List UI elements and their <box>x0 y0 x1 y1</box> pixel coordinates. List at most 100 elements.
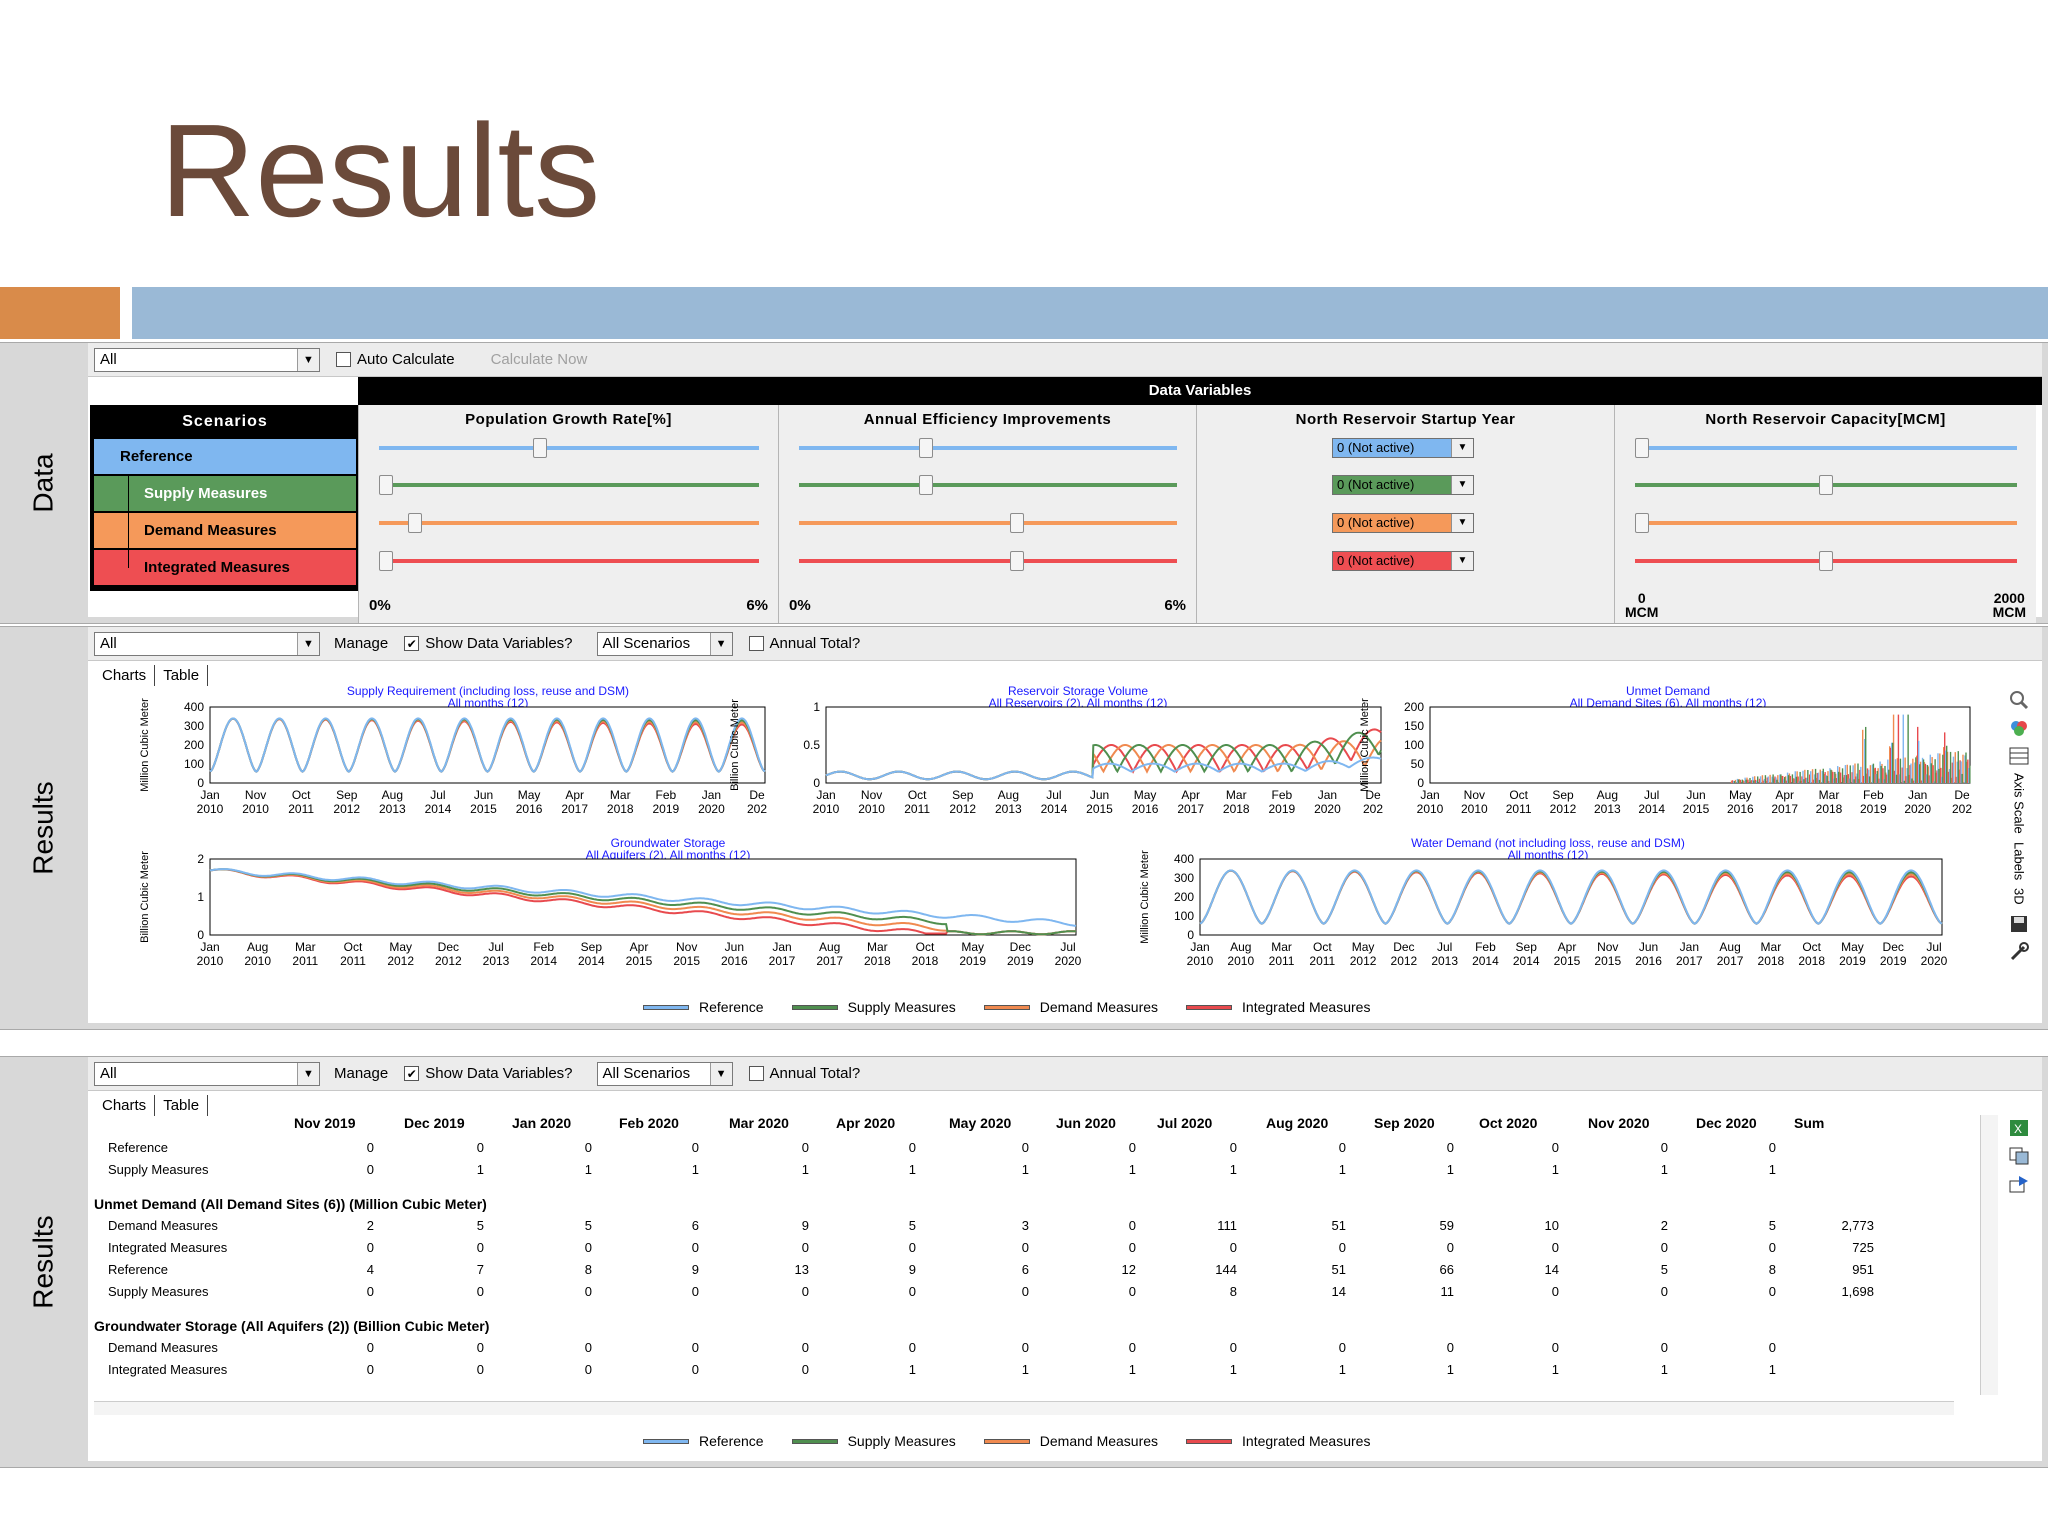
startup-year-select[interactable]: 0 (Not active) ▼ <box>1332 551 1474 571</box>
table-group-header[interactable]: Unmet Demand (All Demand Sites (6)) (Mil… <box>94 1193 1894 1215</box>
table-group-header[interactable]: Groundwater Storage (All Aquifers (2)) (… <box>94 1315 1894 1337</box>
table-row[interactable]: Demand Measures 2 5 5 6 9 5 3 0 111 51 59 10 2 5 2,773 <box>94 1215 1894 1237</box>
auto-calculate-checkbox[interactable] <box>336 352 351 367</box>
export-icon[interactable] <box>2007 1173 2031 1195</box>
slider-track[interactable] <box>379 559 759 563</box>
show-data-variables-checkbox[interactable]: ✔ <box>404 636 420 651</box>
slider-track[interactable] <box>379 483 759 487</box>
scenario-supply-measures[interactable]: Supply Measures <box>94 476 356 511</box>
column-header[interactable]: Jun 2020 <box>1056 1115 1116 1131</box>
zoom-icon[interactable] <box>2007 689 2031 711</box>
legend-item[interactable]: Demand Measures <box>983 1433 1158 1449</box>
slider-handle[interactable] <box>919 475 934 495</box>
tools-icon[interactable] <box>2007 941 2031 963</box>
slider-track[interactable] <box>799 483 1177 487</box>
result-chart[interactable]: Reservoir Storage Volume All Reservoirs (… <box>728 685 1383 839</box>
manage-button[interactable]: Manage <box>334 1065 389 1082</box>
scenario-filter-select[interactable]: All Scenarios ▼ <box>596 631 733 656</box>
slider-handle[interactable] <box>379 475 393 495</box>
tab-charts[interactable]: Charts <box>94 665 156 686</box>
slider-track[interactable] <box>379 521 759 525</box>
results-filter-select[interactable]: All ▼ <box>94 631 320 656</box>
legend-item[interactable]: Reference <box>643 999 764 1015</box>
show-data-variables-checkbox[interactable]: ✔ <box>404 1066 420 1081</box>
table-icon[interactable] <box>2007 745 2031 767</box>
scenario-demand-measures[interactable]: Demand Measures <box>94 513 356 548</box>
chevron-down-icon[interactable]: ▼ <box>1451 552 1473 570</box>
slider-track[interactable] <box>799 521 1177 525</box>
slider-track[interactable] <box>799 446 1177 450</box>
column-header[interactable]: Mar 2020 <box>729 1115 789 1131</box>
slider-handle[interactable] <box>1010 551 1025 571</box>
slider-track[interactable] <box>379 446 759 450</box>
slider-handle[interactable] <box>919 438 934 458</box>
horizontal-scrollbar[interactable] <box>94 1401 1954 1415</box>
scenario-filter-select[interactable]: All Scenarios ▼ <box>596 1061 733 1086</box>
table-row[interactable]: Demand Measures 0 0 0 0 0 0 0 0 0 0 0 0 0 0 <box>94 1337 1894 1359</box>
column-header[interactable]: Nov 2019 <box>294 1115 356 1131</box>
result-chart[interactable]: Water Demand (not including loss, reuse … <box>1138 837 1958 991</box>
scenario-reference[interactable]: Reference <box>94 439 356 474</box>
copy-icon[interactable] <box>2007 1145 2031 1167</box>
three-d-toggle[interactable]: 3D <box>2011 888 2027 905</box>
chevron-down-icon[interactable]: ▼ <box>297 1062 319 1085</box>
chevron-down-icon[interactable]: ▼ <box>1451 439 1473 457</box>
slider-track[interactable] <box>1635 446 2017 450</box>
column-header[interactable]: Jan 2020 <box>512 1115 572 1131</box>
column-header[interactable]: Dec 2019 <box>404 1115 465 1131</box>
slider-handle[interactable] <box>1010 513 1025 533</box>
chevron-down-icon[interactable]: ▼ <box>297 632 319 655</box>
table-row[interactable]: Reference 4 7 8 9 13 9 6 12 144 51 66 14 5 8 951 <box>94 1259 1894 1281</box>
result-chart[interactable]: Groundwater Storage All Aquifers (2), All… <box>138 837 1168 991</box>
column-header[interactable]: Feb 2020 <box>619 1115 679 1131</box>
column-header[interactable]: Nov 2020 <box>1588 1115 1650 1131</box>
table-row[interactable]: Integrated Measures 0 0 0 0 0 0 0 0 0 0 0 0 0 0 725 <box>94 1237 1894 1259</box>
legend-item[interactable]: Demand Measures <box>983 999 1158 1015</box>
column-header[interactable]: Aug 2020 <box>1266 1115 1329 1131</box>
annual-total-checkbox[interactable] <box>748 636 764 651</box>
column-header[interactable]: Sum <box>1794 1115 1825 1131</box>
startup-year-select[interactable]: 0 (Not active) ▼ <box>1332 513 1474 533</box>
column-header[interactable]: Dec 2020 <box>1696 1115 1757 1131</box>
column-header[interactable]: May 2020 <box>949 1115 1012 1131</box>
tab-charts[interactable]: Charts <box>94 1095 156 1116</box>
slider-track[interactable] <box>1635 521 2017 525</box>
column-header[interactable]: Jul 2020 <box>1157 1115 1213 1131</box>
legend-item[interactable]: Supply Measures <box>791 999 956 1015</box>
labels-toggle[interactable]: Labels <box>2011 841 2027 881</box>
annual-total-checkbox[interactable] <box>748 1066 764 1081</box>
excel-icon[interactable]: X <box>2007 1117 2031 1139</box>
table-row[interactable]: Integrated Measures 0 0 0 0 0 1 1 1 1 1 1 1 1 1 <box>94 1359 1894 1381</box>
startup-year-select[interactable]: 0 (Not active) ▼ <box>1332 438 1474 458</box>
column-header[interactable]: Sep 2020 <box>1374 1115 1435 1131</box>
axis-scale-toggle[interactable]: Axis Scale <box>2011 773 2027 834</box>
slider-handle[interactable] <box>1819 551 1833 571</box>
column-header[interactable]: Apr 2020 <box>836 1115 896 1131</box>
tab-table[interactable]: Table <box>155 665 209 686</box>
result-chart[interactable]: Unmet Demand All Demand Sites (6), All mo… <box>1358 685 1978 839</box>
legend-item[interactable]: Integrated Measures <box>1186 1433 1370 1449</box>
tab-table[interactable]: Table <box>155 1095 209 1116</box>
data-filter-select[interactable]: All ▼ <box>94 347 320 372</box>
slider-handle[interactable] <box>1635 513 1649 533</box>
slider-handle[interactable] <box>379 551 393 571</box>
manage-button[interactable]: Manage <box>334 635 389 652</box>
save-icon[interactable] <box>2007 913 2031 935</box>
slider-handle[interactable] <box>1635 438 1649 458</box>
legend-item[interactable]: Reference <box>643 1433 764 1449</box>
startup-year-select[interactable]: 0 (Not active) ▼ <box>1332 475 1474 495</box>
slider-handle[interactable] <box>1819 475 1833 495</box>
result-chart[interactable]: Supply Requirement (including loss, reus… <box>138 685 768 839</box>
slider-handle[interactable] <box>408 513 423 533</box>
chevron-down-icon[interactable]: ▼ <box>709 632 732 655</box>
chevron-down-icon[interactable]: ▼ <box>1451 514 1473 532</box>
table-row[interactable]: Supply Measures 0 1 1 1 1 1 1 1 1 1 1 1 1 1 <box>94 1159 1894 1181</box>
table-filter-select[interactable]: All ▼ <box>94 1061 320 1086</box>
chevron-down-icon[interactable]: ▼ <box>1451 476 1473 494</box>
slider-handle[interactable] <box>532 438 547 458</box>
vertical-scrollbar[interactable] <box>1980 1115 1998 1395</box>
slider-track[interactable] <box>799 559 1177 563</box>
table-row[interactable]: Reference 0 0 0 0 0 0 0 0 0 0 0 0 0 0 <box>94 1137 1894 1159</box>
color-palette-icon[interactable] <box>2007 717 2031 739</box>
legend-item[interactable]: Supply Measures <box>791 1433 956 1449</box>
